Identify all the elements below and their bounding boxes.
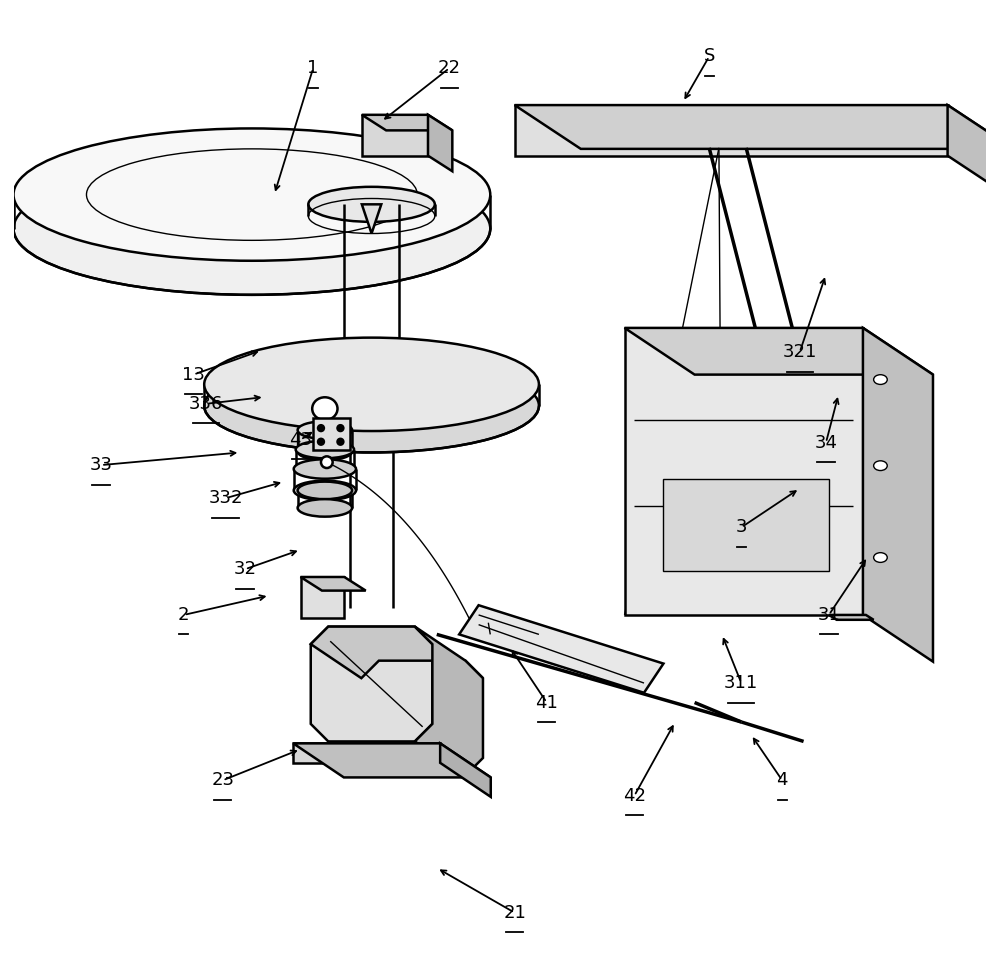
Ellipse shape bbox=[338, 439, 343, 445]
Text: 1: 1 bbox=[307, 59, 319, 77]
Polygon shape bbox=[362, 115, 428, 156]
Polygon shape bbox=[301, 577, 366, 591]
Ellipse shape bbox=[294, 481, 356, 500]
Text: S: S bbox=[704, 48, 715, 65]
Polygon shape bbox=[311, 627, 483, 678]
Ellipse shape bbox=[296, 441, 354, 458]
Ellipse shape bbox=[204, 338, 539, 431]
Polygon shape bbox=[301, 577, 344, 618]
Bar bbox=[663, 480, 829, 571]
Polygon shape bbox=[459, 605, 663, 693]
Ellipse shape bbox=[14, 128, 490, 261]
Polygon shape bbox=[415, 627, 483, 775]
Text: 321: 321 bbox=[782, 343, 817, 361]
Text: 43: 43 bbox=[289, 431, 312, 449]
Text: 332: 332 bbox=[208, 489, 243, 507]
Polygon shape bbox=[625, 328, 863, 615]
Polygon shape bbox=[515, 105, 1000, 149]
Text: 21: 21 bbox=[503, 904, 526, 921]
Ellipse shape bbox=[344, 355, 399, 375]
Text: 4: 4 bbox=[776, 772, 788, 789]
Polygon shape bbox=[440, 743, 491, 797]
Text: 23: 23 bbox=[211, 772, 234, 789]
Polygon shape bbox=[313, 418, 350, 450]
Text: 34: 34 bbox=[814, 434, 837, 451]
Ellipse shape bbox=[204, 359, 539, 452]
Text: 13: 13 bbox=[182, 366, 205, 383]
Ellipse shape bbox=[296, 460, 354, 478]
Text: 42: 42 bbox=[623, 787, 646, 805]
Text: 3: 3 bbox=[736, 519, 747, 536]
Ellipse shape bbox=[350, 386, 393, 402]
Text: 336: 336 bbox=[189, 395, 223, 413]
Text: 311: 311 bbox=[724, 674, 758, 692]
Ellipse shape bbox=[874, 553, 887, 562]
Ellipse shape bbox=[318, 439, 324, 445]
Ellipse shape bbox=[298, 482, 352, 499]
Text: 2: 2 bbox=[178, 606, 190, 624]
Ellipse shape bbox=[294, 459, 356, 479]
Ellipse shape bbox=[298, 421, 352, 439]
Text: 22: 22 bbox=[438, 59, 461, 77]
Ellipse shape bbox=[874, 375, 887, 384]
Ellipse shape bbox=[874, 461, 887, 471]
Ellipse shape bbox=[318, 425, 324, 431]
Ellipse shape bbox=[298, 499, 352, 517]
Polygon shape bbox=[293, 743, 440, 763]
Ellipse shape bbox=[312, 397, 338, 420]
Polygon shape bbox=[625, 328, 933, 375]
Text: 41: 41 bbox=[535, 694, 558, 711]
Polygon shape bbox=[863, 328, 933, 662]
Polygon shape bbox=[362, 115, 452, 130]
Ellipse shape bbox=[14, 162, 490, 295]
Polygon shape bbox=[311, 627, 432, 741]
Polygon shape bbox=[829, 615, 874, 620]
Polygon shape bbox=[428, 115, 452, 171]
Polygon shape bbox=[293, 743, 491, 777]
Ellipse shape bbox=[298, 443, 352, 460]
Text: 33: 33 bbox=[90, 456, 113, 474]
Ellipse shape bbox=[338, 425, 343, 431]
Polygon shape bbox=[515, 105, 948, 156]
Ellipse shape bbox=[321, 456, 333, 468]
Text: 32: 32 bbox=[234, 560, 257, 578]
Polygon shape bbox=[948, 105, 1000, 199]
Polygon shape bbox=[362, 204, 381, 234]
Ellipse shape bbox=[308, 187, 435, 222]
Text: 31: 31 bbox=[817, 606, 840, 624]
